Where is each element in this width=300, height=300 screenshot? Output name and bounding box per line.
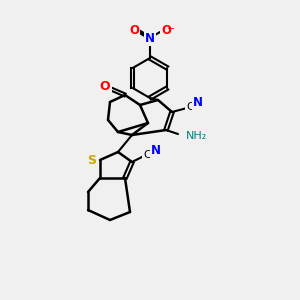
Text: O: O [100, 80, 110, 92]
Text: N: N [193, 97, 203, 110]
Text: NH₂: NH₂ [186, 131, 207, 141]
Text: −: − [167, 24, 175, 34]
Text: O: O [129, 25, 139, 38]
Text: N: N [145, 32, 155, 44]
Text: N: N [151, 145, 161, 158]
Text: C: C [186, 102, 194, 112]
Text: O: O [161, 25, 171, 38]
Text: S: S [88, 154, 97, 166]
Text: C: C [143, 150, 151, 160]
